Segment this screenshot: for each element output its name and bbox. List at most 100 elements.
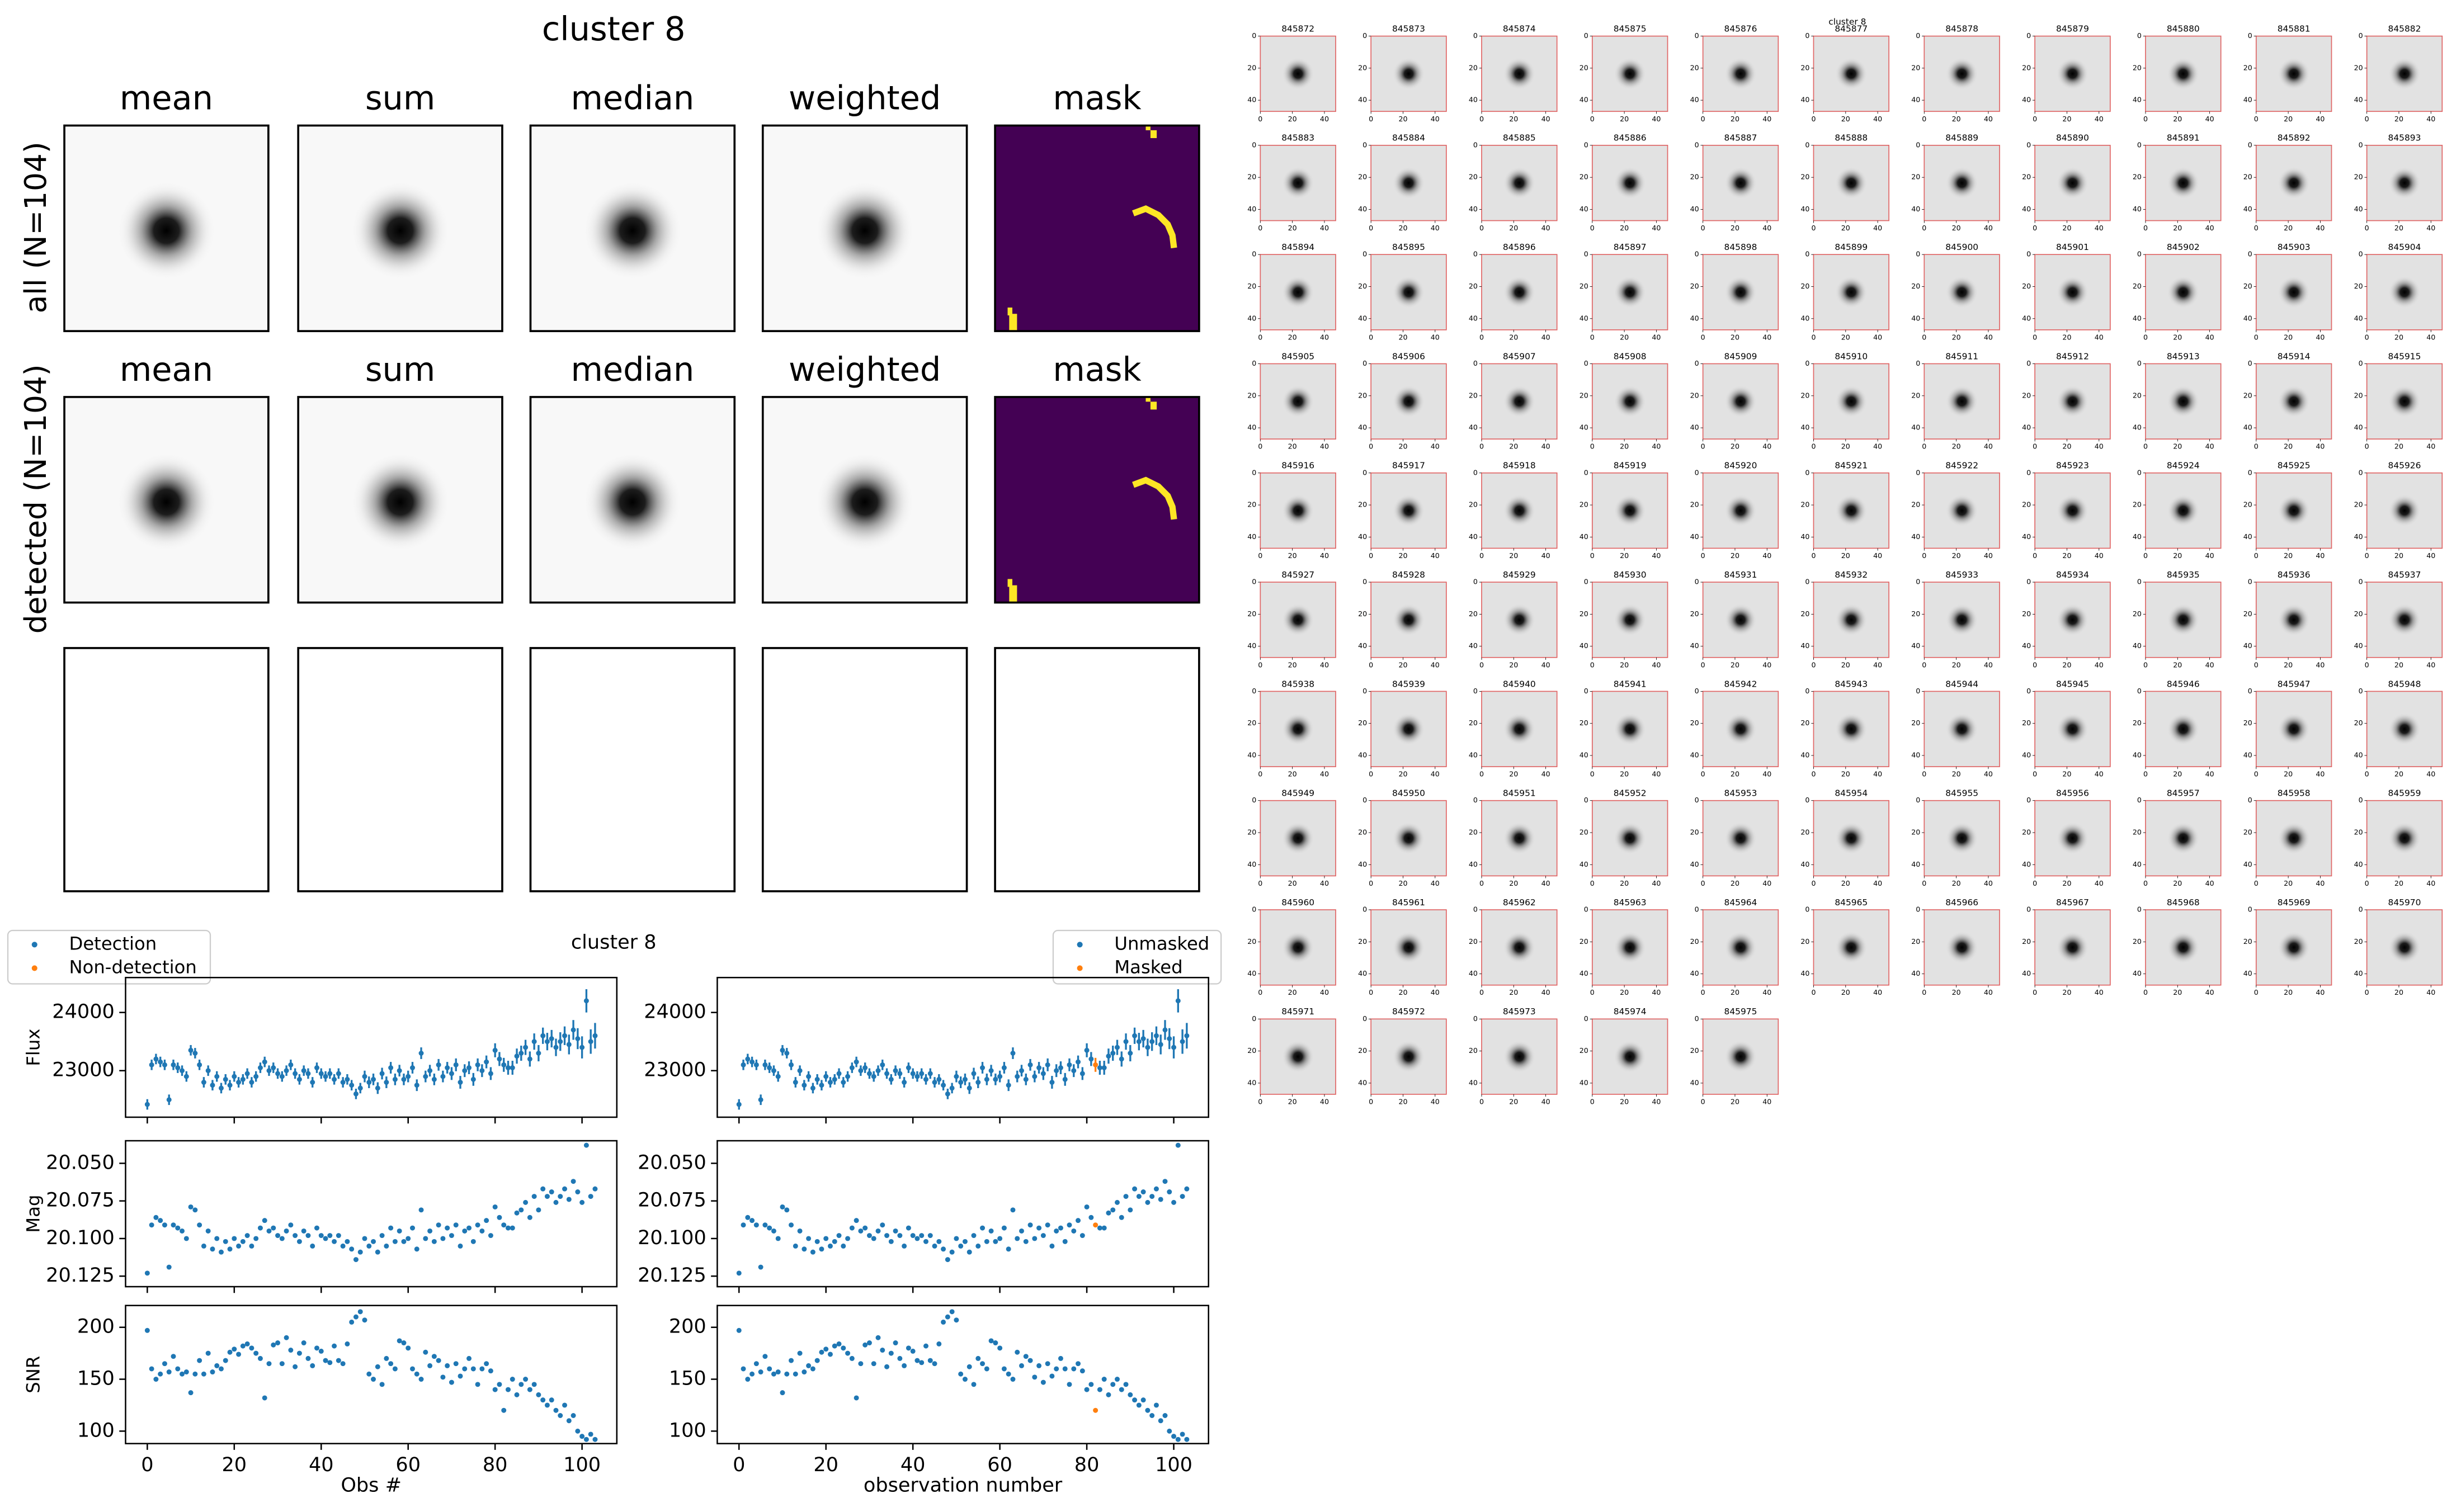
thumbnail-y-tick-label: 40 <box>2022 860 2031 868</box>
thumbnail-x-tick-label: 40 <box>2316 333 2325 341</box>
data-point <box>518 1051 524 1056</box>
thumbnail-x-tick-label: 0 <box>2254 660 2259 669</box>
data-point <box>227 1246 233 1252</box>
data-point <box>553 1407 559 1413</box>
thumbnail-label: 845878 <box>1945 23 1978 34</box>
thumbnail-label: 845877 <box>1835 23 1868 34</box>
thumbnail-y-tick-label: 40 <box>1358 860 1367 868</box>
thumbnail-frame <box>1813 800 1890 877</box>
thumbnail-y-tick-label: 0 <box>1362 687 1367 695</box>
thumbnail-y-tick-label: 0 <box>1252 687 1256 695</box>
thumbnail-psf <box>1723 602 1758 637</box>
thumbnail-psf <box>1502 56 1537 91</box>
thumbnail-y-tick-label: 20 <box>2133 63 2142 72</box>
thumbnail-y-tick-label: 0 <box>1916 905 1920 914</box>
thumbnail-y-tick-label: 0 <box>2137 687 2142 695</box>
thumbnail-psf <box>1502 275 1537 310</box>
stamp-psf <box>582 452 683 552</box>
stamp-frame <box>63 396 270 604</box>
thumbnail-frame <box>1813 582 1890 658</box>
thumbnail-y-tick-label: 20 <box>1800 391 1809 399</box>
thumbnail-psf <box>1502 711 1537 746</box>
thumbnail-psf <box>1944 493 1979 528</box>
thumbnail-x-tick-label: 0 <box>1369 115 1373 123</box>
thumbnail-x-tick-label: 40 <box>1873 115 1882 123</box>
x-axis-label: observation number <box>864 1473 1063 1496</box>
data-point <box>514 1392 520 1397</box>
data-point <box>505 1225 511 1231</box>
data-point <box>767 1366 772 1372</box>
thumbnail-x-tick-label: 20 <box>1620 879 1629 887</box>
data-point <box>332 1239 337 1244</box>
thumbnail-label: 845918 <box>1503 461 1536 471</box>
thumbnail-x-tick-label: 20 <box>1509 224 1518 232</box>
data-point <box>210 1369 215 1375</box>
thumbnail-psf <box>1280 384 1316 419</box>
data-point <box>279 1361 285 1367</box>
data-point <box>789 1062 794 1067</box>
thumbnail-y-tick-label: 0 <box>2248 796 2252 804</box>
data-point <box>1184 1437 1190 1442</box>
data-point <box>566 1418 572 1424</box>
thumbnail-x-tick-label: 40 <box>2095 551 2104 560</box>
data-point <box>888 1076 894 1082</box>
thumbnail-y-tick-label: 20 <box>1469 63 1478 72</box>
data-point <box>266 1068 272 1074</box>
data-point <box>223 1239 228 1244</box>
thumbnail-x-tick-label: 0 <box>1590 660 1595 669</box>
thumbnail-x-tick-label: 0 <box>1258 988 1262 996</box>
thumbnail-y-tick-label: 40 <box>2022 96 2031 104</box>
empty-frame <box>63 647 270 892</box>
thumbnail-x-tick-label: 20 <box>1841 115 1850 123</box>
thumbnail-label: 845954 <box>1835 788 1868 798</box>
thumbnail-label: 845949 <box>1281 788 1314 798</box>
data-point <box>431 1076 437 1082</box>
thumbnail-x-tick-label: 20 <box>2062 988 2071 996</box>
thumbnail-y-tick-label: 0 <box>2137 578 2142 586</box>
thumbnail-x-tick-label: 20 <box>1288 879 1297 887</box>
data-point <box>592 1186 598 1192</box>
data-point <box>192 1371 198 1377</box>
thumbnail-psf <box>1613 493 1648 528</box>
thumbnail-y-tick-label: 0 <box>2359 687 2363 695</box>
thumbnail-x-tick-label: 0 <box>1811 224 1816 232</box>
thumbnail-x-tick-label: 0 <box>2143 988 2148 996</box>
thumbnail-x-tick-label: 40 <box>2205 442 2214 451</box>
thumbnail-x-tick-label: 0 <box>1922 115 1926 123</box>
data-point <box>479 1228 485 1234</box>
data-point <box>749 1059 755 1065</box>
data-point <box>841 1243 846 1249</box>
thumbnail-psf <box>2387 493 2422 528</box>
thumbnail-y-tick-label: 40 <box>1469 751 1478 759</box>
thumbnail-y-tick-label: 40 <box>1469 96 1478 104</box>
column-label: weighted <box>789 79 941 117</box>
data-point <box>401 1076 407 1082</box>
thumbnail-x-tick-label: 40 <box>1320 224 1329 232</box>
data-point <box>988 1068 994 1074</box>
thumbnail-psf <box>1944 56 1979 91</box>
thumbnail-x-tick-label: 20 <box>1952 988 1961 996</box>
x-tick-label: 100 <box>1155 1453 1192 1476</box>
thumbnail-y-tick-label: 40 <box>2133 314 2142 322</box>
thumbnail-y-tick-label: 40 <box>2243 96 2252 104</box>
thumbnail-x-tick-label: 40 <box>1762 660 1771 669</box>
data-point <box>449 1233 454 1239</box>
thumbnail-x-tick-label: 40 <box>1652 1098 1661 1106</box>
thumbnail-y-tick-label: 0 <box>1362 31 1367 40</box>
data-point <box>875 1228 881 1234</box>
thumbnail-x-tick-label: 0 <box>2033 551 2037 560</box>
thumbnail-y-tick-label: 40 <box>1247 860 1256 868</box>
thumbnail-frame <box>1923 909 2000 986</box>
data-point <box>149 1062 154 1067</box>
thumbnail-x-tick-label: 40 <box>2205 879 2214 887</box>
thumbnail-y-tick-label: 0 <box>2137 359 2142 367</box>
thumbnail-y-tick-label: 0 <box>2359 250 2363 258</box>
data-point <box>975 1080 981 1085</box>
data-point <box>458 1243 463 1249</box>
thumbnail-x-tick-label: 0 <box>2254 115 2259 123</box>
